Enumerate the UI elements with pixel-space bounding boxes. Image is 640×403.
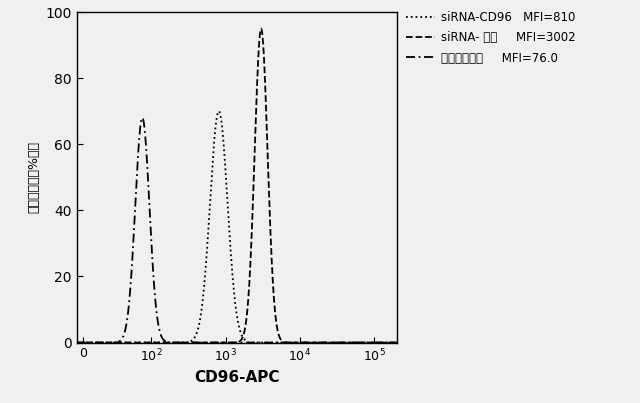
- Y-axis label: 最大に対する%割合: 最大に対する%割合: [27, 141, 40, 213]
- X-axis label: CD96-APC: CD96-APC: [194, 370, 280, 384]
- Legend: siRNA-CD96   MFI=810, siRNA- 対照     MFI=3002, アイソタイプ     MFI=76.0: siRNA-CD96 MFI=810, siRNA- 対照 MFI=3002, …: [406, 11, 576, 64]
